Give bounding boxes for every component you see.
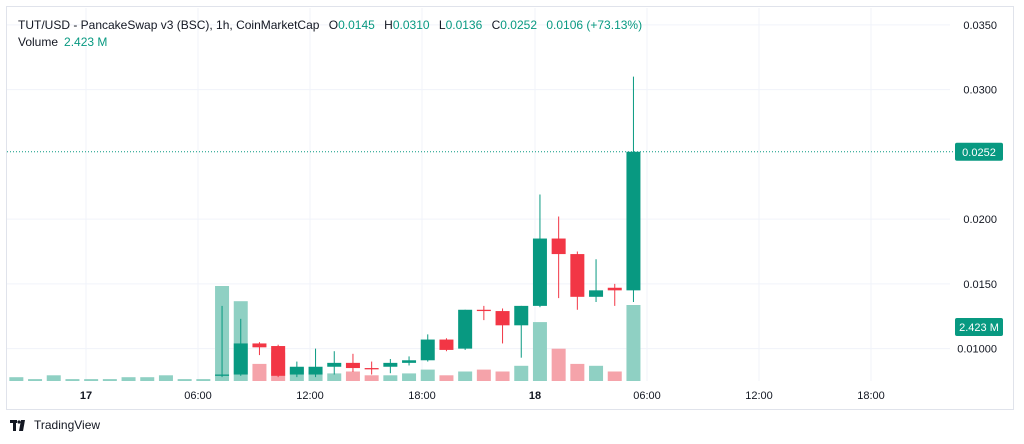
volume-bar — [158, 375, 173, 381]
volume-bar — [46, 375, 61, 381]
open-value: 0.0145 — [338, 18, 375, 32]
last-price-badge — [955, 142, 1003, 161]
change-value: 0.0106 (+73.13%) — [546, 18, 643, 32]
volume-bar — [589, 365, 604, 381]
x-tick-label: 06:00 — [184, 390, 212, 402]
candle-body — [589, 290, 604, 297]
last-volume-badge — [955, 318, 1003, 336]
x-tick-label: 18:00 — [857, 390, 885, 402]
volume-bar — [252, 363, 267, 381]
candle-body — [458, 309, 473, 349]
volume-bar — [9, 377, 24, 381]
open-label: O — [328, 18, 339, 32]
volume-bar — [420, 369, 435, 381]
volume-bar — [439, 375, 454, 381]
volume-bar — [383, 375, 398, 381]
grid — [7, 8, 950, 381]
x-axis: 17 06:00 12:00 18:00 18 06:00 12:00 18:00 — [80, 390, 885, 402]
last-price-label: 0.0252 — [962, 147, 996, 159]
tradingview-logo-icon[interactable] — [10, 419, 28, 431]
candle-body — [364, 368, 379, 370]
candle-body — [383, 362, 398, 367]
volume-value: 2.423 M — [64, 35, 108, 49]
close-value: 0.0252 — [500, 18, 537, 32]
volume-bar — [514, 365, 529, 381]
candle-body — [271, 346, 286, 376]
y-tick-label: 0.0150 — [963, 279, 997, 291]
volume-bar — [84, 379, 99, 381]
x-tick-label: 18 — [529, 390, 541, 402]
volume-bar — [495, 371, 510, 381]
x-tick-label: 18:00 — [408, 390, 436, 402]
candle-body — [252, 343, 267, 348]
volume-bar — [402, 373, 417, 381]
legend-ohlc-row: TUT/USD - PancakeSwap v3 (BSC), 1h, Coin… — [18, 17, 642, 34]
volume-bar — [570, 363, 585, 381]
candle-body — [551, 238, 566, 255]
high-label: H — [384, 18, 393, 32]
volume-bar — [345, 371, 360, 381]
y-tick-label: 0.01000 — [957, 344, 997, 356]
candle-body — [289, 366, 304, 375]
x-tick-label: 17 — [80, 390, 92, 402]
candle-body — [327, 362, 342, 367]
chart-frame — [6, 6, 1014, 410]
x-tick-label: 12:00 — [745, 390, 773, 402]
candle-body — [532, 238, 547, 306]
candle-body — [607, 287, 622, 291]
high-value: 0.0310 — [392, 18, 430, 32]
x-tick-label: 06:00 — [633, 390, 661, 402]
candle-body — [215, 374, 230, 376]
candles — [215, 76, 641, 378]
tradingview-brand[interactable]: TradingView — [34, 418, 101, 432]
candle-body — [439, 339, 454, 350]
candle-body — [626, 151, 641, 291]
last-volume-label: 2.423 M — [959, 322, 999, 334]
candle-body — [345, 362, 360, 369]
candle-body — [495, 311, 510, 326]
volume-bar — [532, 322, 547, 381]
volume-bar — [28, 379, 43, 381]
legend-volume-row: Volume 2.423 M — [18, 34, 642, 51]
volume-bar — [626, 305, 641, 381]
y-tick-label: 0.0200 — [963, 214, 997, 226]
candle-body — [233, 343, 248, 375]
candle-body — [476, 309, 491, 312]
y-axis: 0.0350 0.0300 0.0200 0.0150 0.01000 0.0252 2.4… — [955, 20, 1003, 356]
candle-body — [402, 360, 417, 363]
volume-label[interactable]: Volume — [18, 35, 59, 49]
volume-bar — [327, 373, 342, 381]
candle-body — [570, 254, 585, 297]
volume-bar — [177, 379, 192, 381]
volume-bar — [458, 371, 473, 381]
volume-bar — [551, 348, 566, 381]
volume-bar — [607, 371, 622, 381]
candle-body — [420, 339, 435, 361]
y-tick-label: 0.0350 — [963, 20, 997, 32]
volume-bar — [65, 379, 80, 381]
low-value: 0.0136 — [445, 18, 483, 32]
low-label: L — [438, 18, 446, 32]
candle-body — [514, 305, 529, 326]
x-tick-label: 12:00 — [296, 390, 324, 402]
chart-legend: TUT/USD - PancakeSwap v3 (BSC), 1h, Coin… — [18, 17, 642, 51]
y-tick-label: 0.0300 — [963, 85, 997, 97]
volume-bar — [364, 375, 379, 381]
volume-bar — [196, 379, 211, 381]
volume-bar — [102, 379, 117, 381]
candle-body — [308, 366, 323, 375]
symbol-title[interactable]: TUT/USD - PancakeSwap v3 (BSC), 1h, Coin… — [18, 18, 320, 32]
volume-bar — [140, 377, 155, 381]
volume-bar — [476, 369, 491, 381]
volume-bar — [121, 377, 136, 381]
close-label: C — [491, 18, 501, 32]
footer: TradingView — [10, 418, 100, 432]
